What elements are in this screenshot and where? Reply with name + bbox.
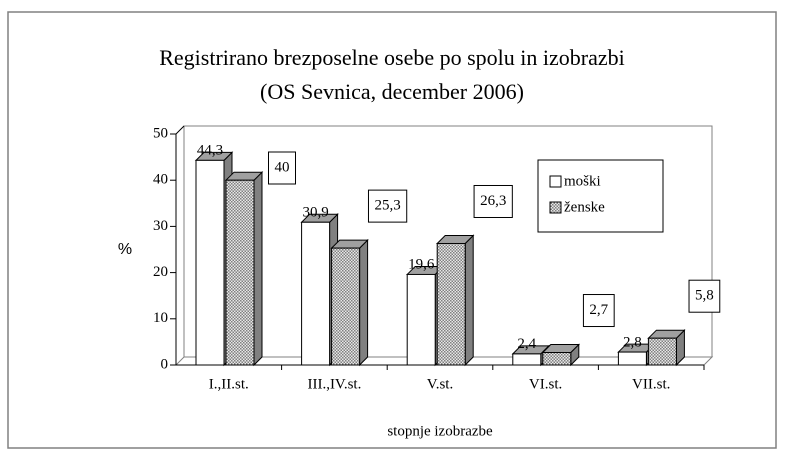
data-label: 44,3 [197,143,223,159]
y-tick-label: 50 [153,125,168,141]
x-axis-label: stopnje izobrazbe [387,423,493,439]
x-tick-label: VII.st. [632,376,670,392]
bar [617,351,647,366]
data-label: 30,9 [302,204,328,220]
legend-swatch [549,201,562,214]
bar [647,337,677,366]
x-tick-label: VI.st. [529,376,562,392]
legend-label: moški [564,173,601,189]
x-tick-label: V.st. [427,376,453,392]
chart-title: Registrirano brezposelne osebe po spolu … [159,45,625,70]
data-label: 2,8 [623,334,642,350]
legend-swatch [549,175,562,188]
bar [301,221,331,366]
y-tick-label: 0 [161,356,169,372]
data-label: 2,4 [517,336,536,352]
y-tick-label: 10 [153,310,168,326]
data-label-box [582,294,615,328]
bar [331,247,361,366]
bar [225,179,255,366]
data-label: 5,8 [695,288,714,304]
data-label-box [688,279,721,313]
data-label: 25,3 [374,198,400,214]
bar-side [359,238,369,367]
y-tick-label: 40 [153,172,168,188]
data-label: 26,3 [480,193,506,209]
data-label: 19,6 [408,257,435,273]
x-tick-label: I.,II.st. [209,376,249,392]
bar [406,273,436,366]
legend-label: ženske [564,199,605,215]
bar-side [253,170,263,367]
data-label: 2,7 [589,302,608,318]
y-axis-label: % [118,241,132,258]
data-label: 40 [275,159,290,175]
data-label-box [473,184,513,218]
data-label-box [268,151,296,185]
x-tick-label: III.,IV.st. [307,376,361,392]
axis-depth [175,125,185,135]
data-label-box [367,189,408,223]
bar [195,159,225,366]
bar [542,352,572,366]
legend-box [537,159,664,233]
bar-side [464,234,474,367]
bar [436,242,466,366]
chart-subtitle: (OS Sevnica, december 2006) [260,79,524,104]
y-tick-label: 30 [153,218,168,234]
bar [512,353,542,366]
y-tick-label: 20 [153,264,168,280]
